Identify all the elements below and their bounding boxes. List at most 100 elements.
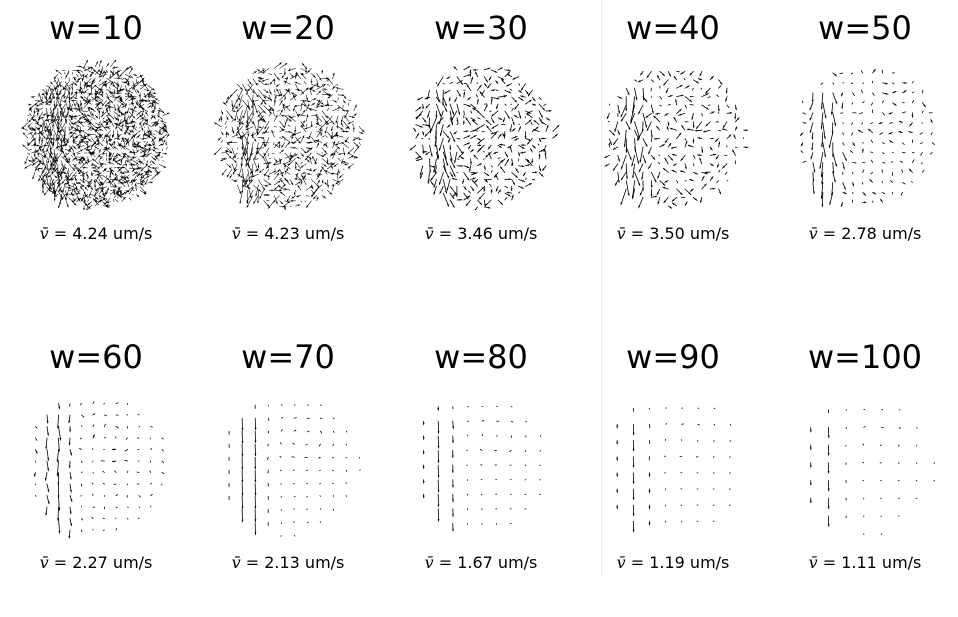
flow-arrowhead	[279, 161, 281, 163]
flow-arrowhead	[242, 428, 244, 430]
flow-arrow	[82, 519, 83, 520]
flow-arrow	[922, 111, 923, 113]
flow-arrow	[660, 105, 662, 106]
flow-arrow	[873, 93, 875, 95]
flow-arrowhead	[649, 507, 651, 509]
flow-arrowhead	[146, 119, 148, 121]
flow-arrow	[862, 123, 863, 124]
flow-arrow	[338, 98, 339, 101]
panel-title: w=50	[769, 8, 958, 48]
flow-arrowhead	[107, 178, 109, 180]
flow-arrow	[88, 200, 89, 202]
flow-arrowhead	[239, 104, 241, 106]
flow-arrowhead	[286, 118, 288, 120]
flow-arrow	[714, 424, 715, 425]
flow-arrowhead	[463, 121, 465, 123]
flow-arrowhead	[746, 129, 748, 131]
panel-w90: w=90 v̄ = 1.19 um/s	[577, 329, 769, 617]
panel-title: w=40	[577, 8, 769, 48]
mean-speed-value: 1.67 um/s	[457, 553, 537, 572]
flow-arrowhead	[911, 115, 913, 117]
vector-field-plot	[401, 60, 561, 210]
flow-arrow	[821, 83, 823, 85]
flow-arrow	[166, 143, 167, 145]
flow-arrow	[257, 83, 258, 84]
flow-arrow	[916, 463, 917, 464]
mean-speed-value: 4.23 um/s	[264, 224, 344, 243]
flow-arrowhead	[889, 112, 891, 114]
flow-arrow	[49, 104, 50, 105]
flow-arrowhead	[314, 98, 316, 100]
flow-arrowhead	[276, 85, 278, 87]
flow-arrowhead	[272, 130, 274, 132]
flow-arrowhead	[828, 436, 830, 438]
flow-arrow	[62, 101, 65, 102]
flow-arrowhead	[298, 204, 300, 206]
flow-arrowhead	[283, 106, 285, 108]
flow-arrow	[144, 116, 145, 119]
flow-arrow	[79, 448, 81, 449]
flow-arrowhead	[685, 141, 687, 143]
flow-arrow	[138, 158, 141, 160]
flow-arrow	[864, 426, 865, 427]
flow-arrowhead	[423, 481, 425, 483]
flow-arrowhead	[124, 145, 126, 147]
panel-w10: w=10 v̄ = 4.24 um/s	[0, 0, 192, 288]
flow-arrowhead	[670, 128, 672, 130]
flow-arrow	[114, 167, 116, 168]
flow-arrow	[306, 196, 309, 197]
flow-arrowhead	[102, 111, 104, 113]
flow-arrowhead	[290, 200, 292, 202]
flow-arrow	[280, 137, 282, 139]
flow-arrowhead	[39, 149, 41, 151]
flow-arrow	[693, 164, 694, 166]
flow-arrow	[621, 189, 626, 205]
flow-arrowhead	[473, 69, 475, 71]
flow-arrow	[851, 73, 852, 74]
flow-arrow	[93, 402, 94, 404]
flow-arrow	[343, 105, 344, 108]
flow-arrowhead	[663, 187, 665, 189]
flow-arrow	[505, 186, 508, 187]
flow-arrowhead	[284, 208, 286, 210]
mean-speed-label: v̄ = 2.13 um/s	[192, 553, 384, 573]
flow-arrowhead	[143, 153, 145, 155]
flow-arrowhead	[810, 483, 812, 485]
flow-arrow	[99, 116, 100, 119]
flow-arrow	[116, 495, 118, 496]
vector-field-plot	[16, 389, 176, 539]
flow-arrow	[28, 149, 31, 150]
flow-arrowhead	[525, 136, 527, 138]
flow-arrow	[861, 90, 862, 93]
flow-arrow	[91, 119, 92, 121]
flow-arrowhead	[241, 467, 243, 469]
flow-arrow	[301, 201, 302, 202]
flow-arrowhead	[134, 74, 136, 76]
flow-arrow	[803, 113, 806, 114]
flow-arrow	[338, 158, 341, 160]
flow-arrow	[841, 113, 843, 114]
flow-arrowhead	[439, 148, 441, 150]
flow-arrowhead	[48, 115, 50, 117]
flow-arrowhead	[157, 115, 159, 117]
flow-arrow	[107, 71, 108, 73]
mean-speed-symbol: v̄ =	[232, 224, 260, 243]
flow-arrowhead	[438, 504, 440, 506]
flow-arrowhead	[608, 143, 610, 145]
panel-title: w=20	[192, 8, 384, 48]
flow-arrowhead	[438, 475, 440, 477]
flow-arrow	[490, 184, 492, 186]
flow-arrow	[305, 201, 306, 202]
flow-arrow	[729, 473, 730, 474]
flow-arrow	[133, 104, 134, 106]
flow-arrow	[290, 89, 291, 90]
flow-arrow	[713, 457, 714, 458]
flow-arrowhead	[828, 489, 830, 491]
flow-arrowhead	[452, 500, 454, 502]
panel-title: w=100	[769, 337, 958, 377]
flow-arrow	[152, 115, 153, 116]
flow-arrow	[719, 86, 721, 88]
flow-arrowhead	[226, 118, 228, 120]
flow-arrow	[696, 457, 698, 458]
flow-arrow	[843, 133, 844, 135]
